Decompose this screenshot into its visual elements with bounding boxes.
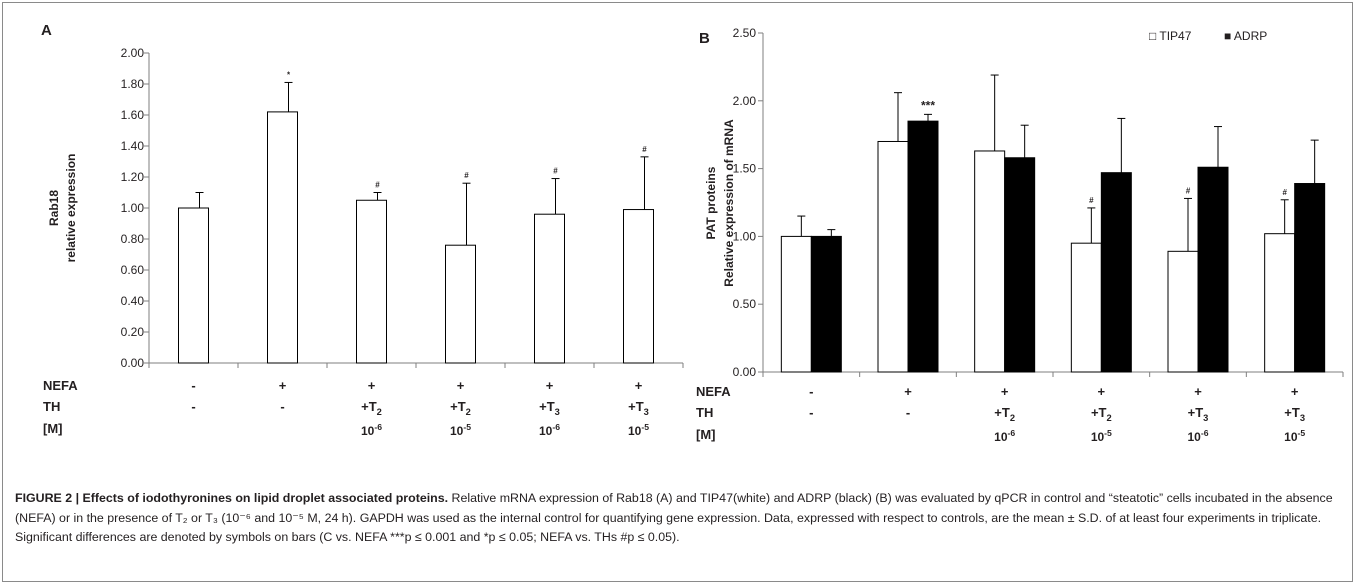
y-tick-label: 1.40 xyxy=(121,139,145,153)
nefa-value: + xyxy=(457,378,465,393)
bar-tip47 xyxy=(974,150,1006,373)
bar-rab18 xyxy=(267,111,298,364)
panel-label-B: B xyxy=(699,30,710,47)
y-tick-label: 1.00 xyxy=(121,201,145,215)
th-value: +T2 xyxy=(994,405,1015,423)
th-value: - xyxy=(906,405,910,420)
th-value: +T3 xyxy=(1284,405,1305,423)
caption-body: Relative mRNA expression of Rab18 (A) an… xyxy=(15,491,1333,544)
nefa-value: + xyxy=(904,384,912,399)
bar-tip47 xyxy=(780,235,812,373)
bar-adrp xyxy=(810,235,842,373)
bar-tip47 xyxy=(1070,242,1102,373)
bar-adrp xyxy=(1100,172,1132,373)
y-tick-label: 1.00 xyxy=(733,229,757,243)
significance-marker: # xyxy=(1089,196,1094,205)
th-value: +T2 xyxy=(1091,405,1112,423)
y-tick-label: 2.00 xyxy=(733,94,757,108)
bar-rab18 xyxy=(623,209,654,364)
nefa-value: + xyxy=(368,378,376,393)
y-axis-label: PAT proteins xyxy=(704,166,718,239)
significance-marker: # xyxy=(375,181,380,190)
y-tick-label: 1.80 xyxy=(121,77,145,91)
th-value: - xyxy=(191,399,195,414)
y-tick-label: 1.20 xyxy=(121,170,145,184)
row-label-m: [M] xyxy=(696,427,716,442)
figure-charts: A 0.00 0.20 0.40 0.60 0.80 1.00 1.20 1.40 1.60 1.8… xyxy=(41,22,1344,444)
panel-label-A: A xyxy=(41,22,52,39)
y-axis-label: Rab18 xyxy=(47,190,61,226)
th-value: +T3 xyxy=(539,399,560,417)
y-tick-label: 2.00 xyxy=(121,46,145,60)
row-label-m: [M] xyxy=(43,421,63,436)
bar-adrp xyxy=(1004,157,1036,373)
row-label-th: TH xyxy=(43,399,60,414)
nefa-value: + xyxy=(1098,384,1106,399)
y-tick-label: 0.60 xyxy=(121,263,145,277)
row-label-th: TH xyxy=(696,405,713,420)
bar-rab18 xyxy=(356,199,387,364)
concentration-value: 10-6 xyxy=(994,428,1015,444)
y-tick-label: 2.50 xyxy=(733,26,757,40)
y-tick-label: 0.20 xyxy=(121,325,145,339)
bar-rab18 xyxy=(178,207,209,364)
nefa-value: - xyxy=(809,384,813,399)
th-value: +T3 xyxy=(628,399,649,417)
bar-rab18 xyxy=(445,244,476,364)
y-tick-label: 0.00 xyxy=(121,356,145,370)
concentration-value: 10-5 xyxy=(450,422,471,438)
concentration-value: 10-6 xyxy=(1187,428,1208,444)
significance-marker: # xyxy=(1186,186,1191,195)
th-value: +T2 xyxy=(450,399,471,417)
caption-title: FIGURE 2 | Effects of iodothyronines on … xyxy=(15,491,449,505)
bar-tip47 xyxy=(1167,250,1199,373)
row-label-nefa: NEFA xyxy=(43,378,78,393)
significance-marker: # xyxy=(1282,188,1287,197)
th-value: - xyxy=(280,399,284,414)
bar-tip47 xyxy=(877,140,909,373)
legend-entry-tip47: □ TIP47 xyxy=(1149,29,1192,43)
y-tick-label: 0.40 xyxy=(121,294,145,308)
significance-marker: # xyxy=(553,167,558,176)
th-value: +T3 xyxy=(1188,405,1209,423)
nefa-value: - xyxy=(191,378,195,393)
y-axis-label: Relative expression of mRNA xyxy=(722,119,736,287)
y-tick-label: 0.00 xyxy=(733,365,757,379)
bar-adrp xyxy=(907,120,939,373)
y-axis-label: relative expression xyxy=(64,154,78,263)
y-tick-label: 0.80 xyxy=(121,232,145,246)
nefa-value: + xyxy=(1291,384,1299,399)
nefa-value: + xyxy=(1001,384,1009,399)
bar-rab18 xyxy=(534,213,565,364)
significance-marker: # xyxy=(464,171,469,180)
significance-marker: * xyxy=(287,70,291,79)
y-tick-label: 0.50 xyxy=(733,297,757,311)
concentration-value: 10-6 xyxy=(361,422,382,438)
significance-marker: *** xyxy=(921,98,935,112)
bar-adrp xyxy=(1197,166,1229,373)
y-tick-label: 1.60 xyxy=(121,108,145,122)
bar-tip47 xyxy=(1264,233,1296,373)
concentration-value: 10-6 xyxy=(539,422,560,438)
bar-adrp xyxy=(1294,183,1326,373)
significance-marker: # xyxy=(642,145,647,154)
figure-caption: FIGURE 2 | Effects of iodothyronines on … xyxy=(15,489,1345,548)
concentration-value: 10-5 xyxy=(1091,428,1112,444)
th-value: - xyxy=(809,405,813,420)
nefa-value: + xyxy=(635,378,643,393)
legend-entry-adrp: ■ ADRP xyxy=(1224,29,1267,43)
nefa-value: + xyxy=(279,378,287,393)
th-value: +T2 xyxy=(361,399,382,417)
nefa-value: + xyxy=(1194,384,1202,399)
concentration-value: 10-5 xyxy=(628,422,649,438)
concentration-value: 10-5 xyxy=(1284,428,1305,444)
row-label-nefa: NEFA xyxy=(696,384,731,399)
nefa-value: + xyxy=(546,378,554,393)
y-tick-label: 1.50 xyxy=(733,162,757,176)
